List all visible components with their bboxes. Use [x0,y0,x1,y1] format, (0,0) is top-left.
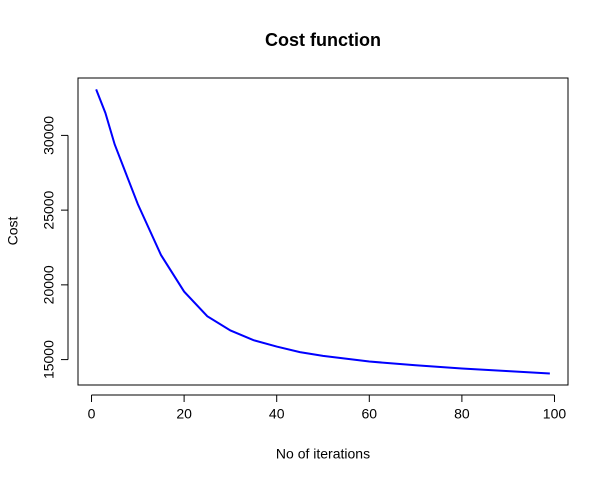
x-tick-label: 40 [269,406,285,422]
y-tick-label: 30000 [41,116,57,155]
x-tick-label: 100 [543,406,567,422]
y-axis-label: Cost [5,217,21,246]
x-axis-label: No of iterations [276,446,370,462]
y-tick-label: 20000 [41,265,57,304]
y-tick-label: 15000 [41,340,57,379]
x-tick-label: 80 [454,406,470,422]
cost-line [95,88,550,375]
y-tick-label: 25000 [41,190,57,229]
chart-title: Cost function [265,30,381,50]
plot-box [77,77,569,386]
x-tick-label: 20 [176,406,192,422]
x-tick-label: 0 [88,406,96,422]
x-tick-label: 60 [362,406,378,422]
